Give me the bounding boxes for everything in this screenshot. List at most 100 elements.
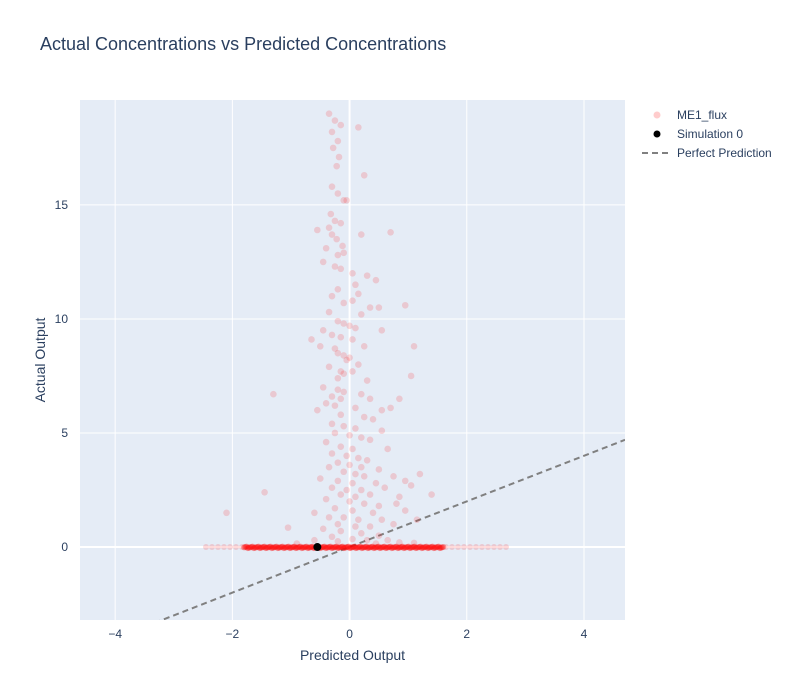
me1-flux-point — [261, 488, 268, 496]
me1-flux-point — [356, 544, 363, 551]
me1-flux-point — [368, 544, 375, 551]
me1-flux-point — [328, 544, 335, 551]
me1-flux-point — [365, 544, 372, 551]
me1-flux-point — [435, 543, 442, 550]
me1-flux-point — [380, 544, 387, 551]
x-tick-labels: −4 −2 0 2 4 — [108, 627, 587, 641]
me1-flux-point — [338, 544, 345, 551]
y-tick-label: 15 — [55, 198, 69, 212]
me1-flux-point — [202, 544, 209, 551]
me1-flux-point — [326, 544, 333, 551]
me1-flux-point — [400, 545, 407, 552]
me1-flux-point — [409, 544, 416, 551]
me1-flux-point — [366, 491, 374, 498]
me1-flux-point — [424, 545, 431, 552]
me1-flux-point — [352, 324, 359, 332]
me1-flux-point — [308, 336, 315, 343]
me1-flux-point — [337, 395, 345, 403]
me1-flux-point — [314, 226, 321, 234]
me1-flux-point — [359, 544, 366, 551]
me1-flux-point — [369, 543, 376, 550]
me1-flux-point — [331, 345, 339, 352]
me1-flux-point — [407, 482, 415, 489]
legend-item-perfect-prediction[interactable]: Perfect Prediction — [642, 146, 772, 160]
me1-flux-point — [243, 543, 250, 550]
me1-flux-point — [378, 406, 386, 414]
me1-flux-point — [323, 544, 330, 551]
legend-item-me1-flux[interactable]: ME1_flux — [653, 108, 728, 122]
me1-flux-point — [407, 544, 414, 551]
me1-flux-point — [369, 509, 377, 517]
me1-flux-point — [349, 535, 356, 543]
me1-flux-point — [325, 463, 333, 471]
me1-flux-point — [248, 544, 255, 551]
me1-flux-point — [363, 543, 370, 550]
me1-flux-point — [360, 171, 368, 179]
me1-flux-point — [340, 249, 348, 257]
me1-flux-point — [284, 524, 292, 531]
me1-flux-point — [383, 544, 390, 551]
me1-flux-point — [363, 272, 371, 279]
me1-flux-point — [349, 445, 356, 453]
me1-flux-point — [387, 404, 394, 412]
me1-flux-point — [405, 543, 412, 550]
me1-flux-point — [352, 470, 359, 478]
me1-flux-point — [265, 544, 272, 551]
legend-item-simulation-0[interactable]: Simulation 0 — [653, 127, 744, 141]
me1-flux-point — [349, 479, 356, 487]
me1-flux-point — [410, 343, 418, 350]
me1-flux-point — [263, 544, 270, 551]
me1-flux-point — [406, 544, 413, 551]
me1-flux-point — [293, 544, 300, 551]
me1-flux-point — [478, 544, 485, 551]
me1-flux-point — [208, 544, 215, 551]
me1-flux-point — [261, 543, 268, 550]
me1-flux-point — [375, 532, 383, 539]
me1-flux-point — [341, 544, 348, 551]
me1-flux-point — [381, 543, 388, 550]
me1-flux-point — [334, 477, 342, 485]
me1-flux-point — [391, 544, 398, 551]
me1-flux-point — [292, 544, 299, 551]
me1-flux-point — [430, 545, 437, 552]
me1-flux-point — [418, 545, 425, 552]
me1-flux-point — [349, 297, 356, 305]
me1-flux-point — [340, 197, 348, 204]
me1-flux-point — [363, 536, 371, 544]
plot-area[interactable] — [80, 100, 625, 620]
me1-flux-point — [346, 544, 353, 551]
me1-flux-point — [436, 544, 443, 551]
me1-flux-point — [400, 544, 407, 551]
me1-flux-point — [364, 545, 371, 552]
me1-flux-point — [412, 544, 419, 551]
me1-flux-point — [325, 363, 333, 371]
me1-flux-point — [398, 544, 405, 551]
x-tick-label: −2 — [226, 627, 240, 641]
me1-flux-point — [268, 545, 275, 552]
me1-flux-point — [343, 486, 350, 494]
me1-flux-point — [388, 545, 395, 552]
legend: ME1_flux Simulation 0 Perfect Prediction — [642, 108, 772, 160]
me1-flux-point — [241, 544, 248, 551]
me1-flux-point — [434, 544, 441, 551]
me1-flux-point — [333, 543, 340, 550]
me1-flux-point — [334, 251, 342, 259]
me1-flux-point — [371, 544, 378, 551]
me1-flux-point — [379, 544, 386, 551]
me1-flux-point — [286, 544, 293, 551]
me1-flux-point — [260, 544, 267, 551]
me1-flux-point — [372, 276, 380, 284]
me1-flux-point — [295, 544, 302, 551]
me1-flux-point — [334, 544, 341, 551]
me1-flux-point — [247, 544, 254, 551]
me1-flux-point — [352, 523, 359, 530]
me1-flux-point — [355, 361, 362, 368]
me1-flux-point — [327, 543, 334, 550]
me1-flux-point — [372, 479, 380, 487]
me1-flux-point — [415, 544, 422, 551]
me1-flux-point — [319, 384, 327, 391]
me1-flux-point — [223, 509, 230, 517]
me1-flux-point — [357, 390, 365, 398]
me1-flux-point — [325, 514, 333, 521]
me1-flux-point — [335, 153, 343, 161]
